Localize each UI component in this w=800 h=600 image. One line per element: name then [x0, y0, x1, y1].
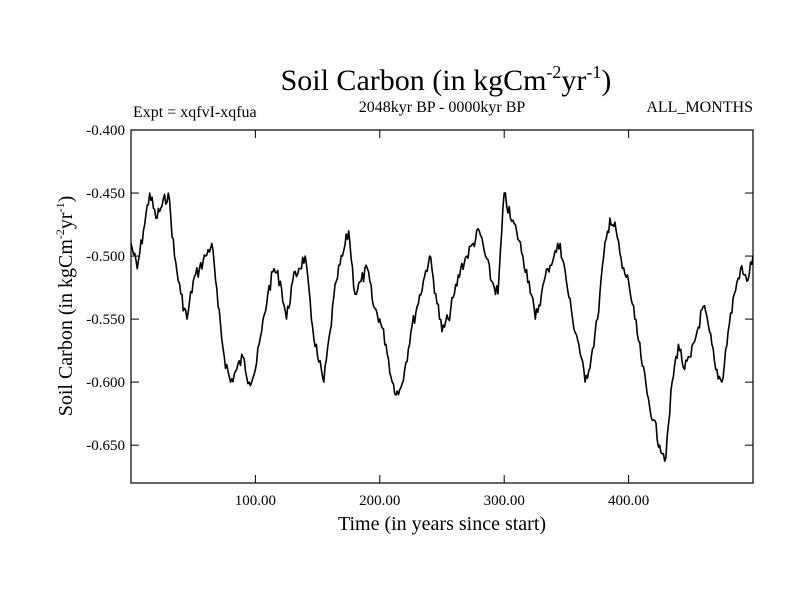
plot-frame [130, 129, 754, 484]
experiment-label: Expt = xqfvI-xqfua [133, 104, 257, 121]
soil-carbon-series-line [130, 192, 754, 462]
months-label: ALL_MONTHS [646, 99, 753, 116]
ylabel-main: Soil Carbon (in kgCm [55, 239, 77, 417]
x-tick-label: 100.00 [235, 493, 276, 509]
x-tick-label: 200.00 [359, 493, 400, 509]
title-mid: yr [561, 64, 586, 97]
x-tick-label: 300.00 [484, 493, 525, 509]
title-exp1: -2 [546, 62, 561, 82]
y-tick-label: -0.450 [86, 186, 125, 202]
title-main: Soil Carbon (in kgCm [281, 64, 547, 97]
y-axis-label: Soil Carbon (in kgCm-2yr-1) [53, 196, 77, 417]
y-tick-label: -0.650 [86, 438, 125, 454]
ylabel-mid: yr [55, 212, 77, 229]
y-axis: -0.400 -0.450 -0.500 -0.550 -0.600 -0.650 [86, 123, 753, 454]
chart-title: Soil Carbon (in kgCm-2yr-1) [281, 62, 612, 97]
y-tick-label: -0.600 [86, 375, 125, 391]
y-tick-label: -0.500 [86, 249, 125, 265]
title-close: ) [601, 64, 611, 97]
chart-subtitle: 2048kyr BP - 0000kyr BP [359, 99, 526, 116]
x-tick-label: 400.00 [608, 493, 649, 509]
title-exp2: -1 [586, 62, 601, 82]
x-axis: 100.00 200.00 300.00 400.00 [235, 130, 649, 509]
ylabel-exp2: -1 [53, 202, 67, 212]
x-axis-label: Time (in years since start) [338, 513, 546, 535]
y-tick-label: -0.400 [86, 123, 125, 139]
ylabel-exp1: -2 [53, 229, 67, 239]
ylabel-close: ) [55, 196, 77, 203]
y-tick-label: -0.550 [86, 312, 125, 328]
